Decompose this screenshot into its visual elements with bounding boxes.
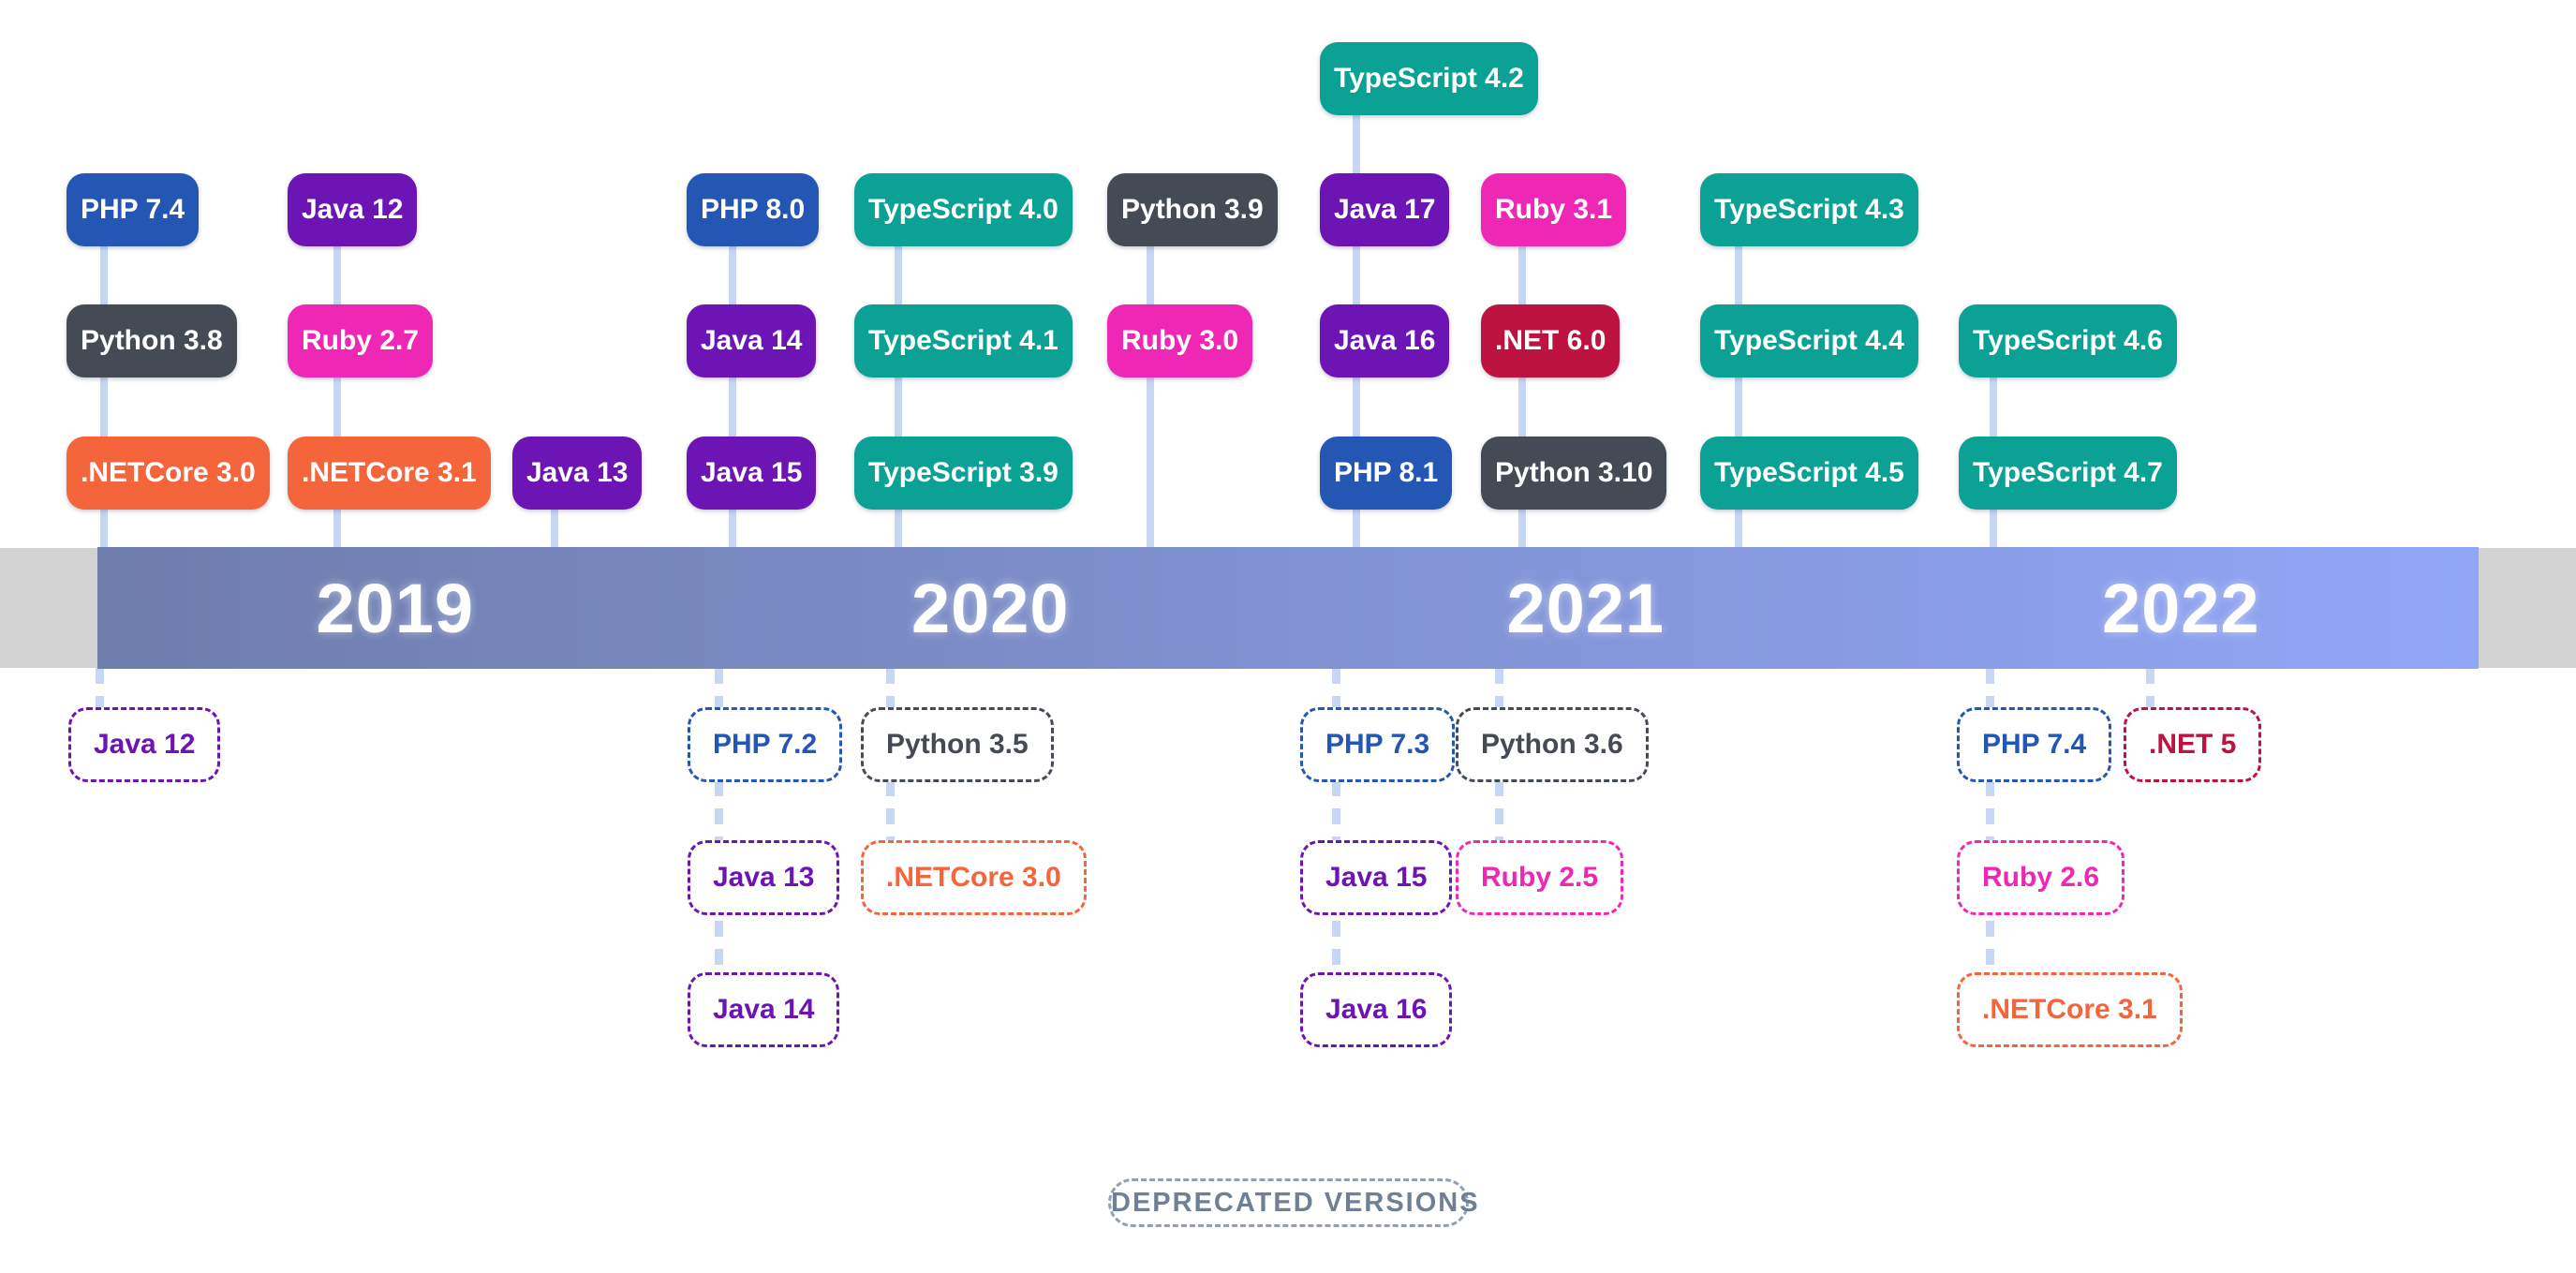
year-label: 2021 (1506, 569, 1666, 647)
deprecated-badge: Ruby 2.6 (1957, 840, 2125, 915)
released-badge: PHP 7.4 (67, 173, 200, 246)
deprecated-badge: PHP 7.3 (1300, 707, 1456, 782)
released-badge: TypeScript 4.6 (1959, 304, 2177, 377)
released-badge: .NET 6.0 (1481, 304, 1621, 377)
released-badge: TypeScript 4.1 (854, 304, 1073, 377)
deprecated-badge: .NET 5 (2124, 707, 2262, 782)
released-badge: TypeScript 4.5 (1700, 437, 1918, 510)
released-badge: .NETCore 3.0 (67, 437, 270, 510)
released-badge: Java 13 (512, 437, 643, 510)
deprecated-badge: PHP 7.4 (1957, 707, 2112, 782)
deprecated-badge: Java 16 (1300, 972, 1453, 1047)
timeline-connector-line (333, 210, 341, 548)
released-badge: Ruby 3.1 (1481, 173, 1627, 246)
deprecated-badge: Java 14 (688, 972, 840, 1047)
released-badge: Java 15 (687, 437, 817, 510)
year-label: 2020 (910, 569, 1070, 647)
deprecated-badge: Java 15 (1300, 840, 1453, 915)
timeline-connector-line (1518, 210, 1526, 548)
released-badge: TypeScript 3.9 (854, 437, 1073, 510)
timeline-connector-line (1735, 210, 1742, 548)
deprecated-badge: Python 3.6 (1456, 707, 1649, 782)
released-badge: TypeScript 4.4 (1700, 304, 1918, 377)
deprecated-versions-legend: DEPRECATED VERSIONS (1108, 1178, 1478, 1227)
deprecated-connector-line (96, 668, 104, 746)
deprecated-badge: Python 3.5 (861, 707, 1054, 782)
year-cell-2019: 2019 (97, 569, 693, 648)
year-label: 2019 (316, 569, 475, 647)
timeline-connector-line (100, 210, 108, 548)
released-badge: Ruby 3.0 (1107, 304, 1253, 377)
released-badge: Java 17 (1320, 173, 1450, 246)
year-cell-2020: 2020 (693, 569, 1289, 648)
year-cell-2022: 2022 (1884, 569, 2480, 648)
released-badge: TypeScript 4.0 (854, 173, 1073, 246)
released-badge: Python 3.9 (1107, 173, 1278, 246)
released-badge: Python 3.10 (1481, 437, 1667, 510)
deprecated-connector-line (715, 668, 723, 1011)
deprecated-connector-line (2146, 668, 2154, 746)
deprecated-connector-line (1986, 668, 1994, 1011)
released-badge: .NETCore 3.1 (288, 437, 491, 510)
timeline-connector-line (729, 210, 736, 548)
deprecated-badge: Java 12 (68, 707, 221, 782)
timeline-connector-line (895, 210, 902, 548)
released-badge: PHP 8.0 (687, 173, 820, 246)
released-badge: Ruby 2.7 (288, 304, 434, 377)
year-label: 2022 (2101, 569, 2260, 647)
released-badge: TypeScript 4.3 (1700, 173, 1918, 246)
deprecated-badge: Ruby 2.5 (1456, 840, 1624, 915)
released-badge: TypeScript 4.2 (1320, 42, 1538, 115)
year-cell-2021: 2021 (1288, 569, 1884, 648)
released-badge: PHP 8.1 (1320, 437, 1453, 510)
deprecated-badge: Java 13 (688, 840, 840, 915)
timeline-connector-line (1147, 210, 1154, 548)
released-badge: Java 12 (288, 173, 418, 246)
timeline-connector-line (551, 473, 558, 548)
deprecated-badge: PHP 7.2 (688, 707, 843, 782)
deprecated-badge: .NETCore 3.1 (1957, 972, 2183, 1047)
deprecated-connector-line (1332, 668, 1340, 1011)
released-badge: Python 3.8 (67, 304, 237, 377)
timeline-bar: 2019 2020 2021 2022 (97, 547, 2479, 669)
released-badge: Java 14 (687, 304, 817, 377)
deprecated-badge: .NETCore 3.0 (861, 840, 1087, 915)
released-badge: TypeScript 4.7 (1959, 437, 2177, 510)
released-badge: Java 16 (1320, 304, 1450, 377)
